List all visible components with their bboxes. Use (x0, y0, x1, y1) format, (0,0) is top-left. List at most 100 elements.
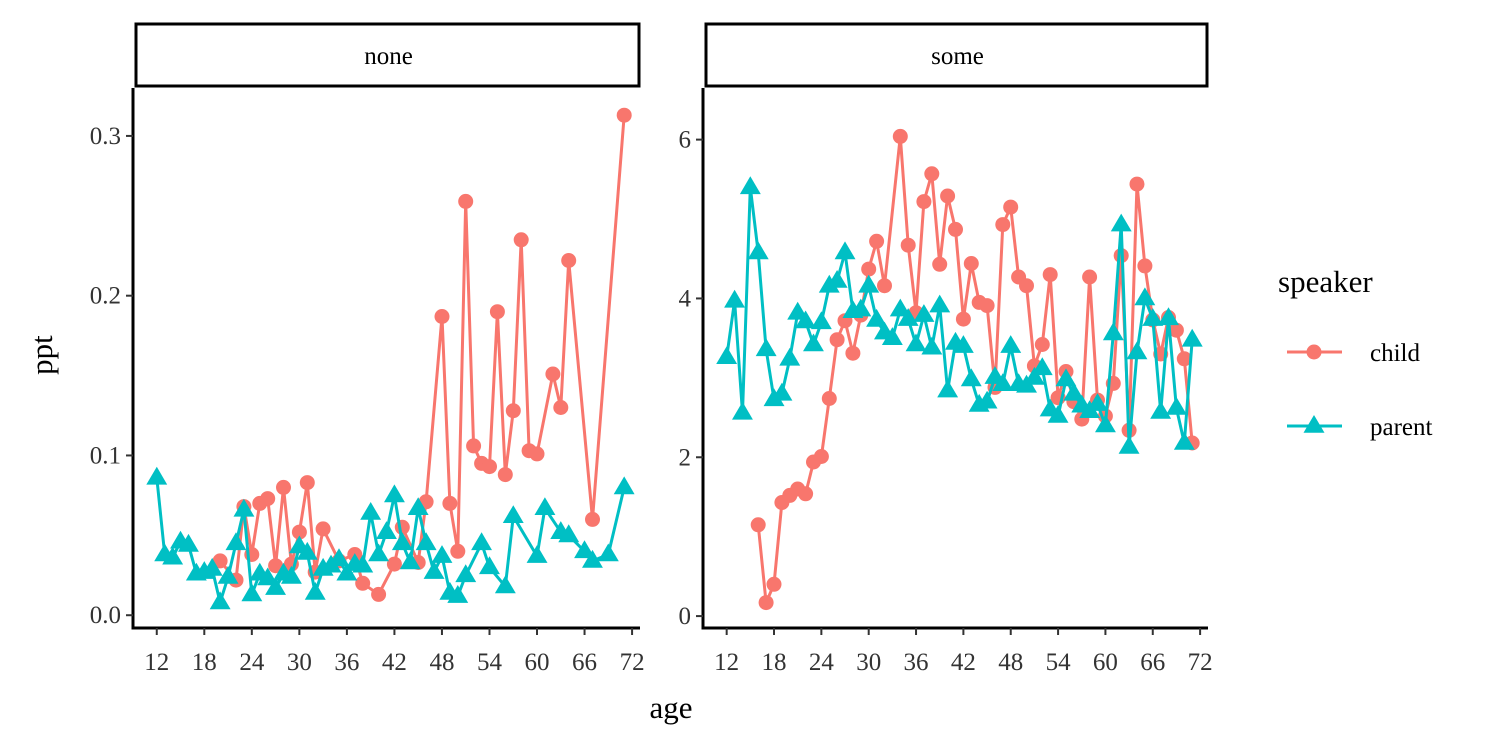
x-tick-label: 54 (1046, 649, 1072, 676)
parent-point (146, 466, 168, 485)
x-tick-label: 30 (287, 649, 312, 676)
facet-strip (704, 22, 1209, 88)
parent-point (558, 524, 580, 543)
x-tick-label: 42 (382, 649, 407, 676)
parent-point (1134, 287, 1156, 306)
parent-point (747, 241, 769, 260)
parent-point (296, 541, 318, 560)
child-point (497, 467, 513, 483)
child-point (561, 253, 577, 268)
parent-point (921, 336, 943, 355)
y-tick-label: 4 (679, 285, 692, 312)
parent-point (810, 311, 832, 330)
parent-point (304, 581, 326, 600)
parent-point (1063, 382, 1085, 401)
child-point (1137, 258, 1153, 274)
child-point (845, 345, 861, 361)
child-point (489, 304, 505, 320)
child-point (442, 495, 458, 511)
facet-strip (134, 22, 641, 88)
parent-point (399, 551, 421, 570)
child-point (1082, 269, 1098, 285)
parent-point (850, 298, 872, 317)
parent-point (209, 591, 231, 610)
parent-point (407, 497, 429, 515)
y-tick-label: 6 (679, 127, 692, 154)
child-point (940, 188, 956, 204)
parent-point (494, 575, 516, 594)
parent-point (771, 382, 793, 401)
parent-point (1095, 414, 1116, 433)
parent-point (755, 338, 777, 357)
parent-point (391, 532, 413, 551)
x-tick-label: 60 (1093, 649, 1118, 676)
y-tick-label: 0.1 (90, 442, 121, 469)
parent-point (976, 390, 998, 409)
parent-point (889, 298, 911, 317)
child-point (821, 391, 837, 406)
parent-point (1000, 335, 1022, 353)
y-axis-title: ppt (24, 335, 59, 375)
y-tick-label: 0 (679, 603, 692, 630)
parent-point (803, 333, 824, 352)
facet-strip-label: some (931, 43, 984, 70)
child-point (1129, 176, 1145, 192)
parent-point (225, 532, 247, 551)
parent-point (1150, 401, 1172, 419)
facet-strip-label: none (364, 43, 413, 70)
child-point (315, 521, 331, 537)
x-tick-label: 30 (856, 649, 881, 676)
parent-point (368, 543, 389, 562)
child-point (1003, 199, 1019, 215)
parent-point (1181, 328, 1203, 347)
child-point (386, 556, 402, 572)
parent-point (455, 564, 477, 583)
parent-point (431, 545, 453, 563)
child-point (355, 575, 371, 591)
child-point (963, 256, 979, 271)
child-point (1019, 278, 1034, 294)
parent-point (779, 347, 801, 366)
parent-point (582, 549, 603, 568)
facet-none: none 0.0 0.1 0.2 0.3 12 18 24 30 36 42 48 54 60 66 72 (90, 22, 645, 676)
child-point (813, 449, 829, 464)
child-point (482, 459, 497, 475)
child-point (553, 400, 569, 415)
parent-point (423, 561, 445, 579)
child-point (545, 366, 561, 382)
child-point (900, 237, 916, 253)
child-point (299, 475, 315, 491)
x-tick-label: 36 (904, 649, 929, 676)
x-tick-label: 24 (809, 649, 835, 676)
parent-point (724, 289, 745, 308)
child-point (932, 256, 948, 272)
x-tick-label: 54 (477, 649, 503, 676)
parent-point (795, 310, 816, 329)
legend: speaker child parent (1278, 264, 1433, 441)
child-point (750, 517, 766, 533)
child-point (505, 403, 521, 419)
x-tick-label: 60 (525, 649, 550, 676)
parent-point (897, 308, 919, 326)
parent-point (352, 554, 374, 573)
child-point (758, 595, 774, 611)
x-tick-label: 42 (951, 649, 976, 676)
parent-point (1055, 368, 1077, 387)
parent-point (1126, 341, 1148, 360)
y-tick-label: 0.2 (90, 283, 121, 310)
parent-point (471, 532, 492, 551)
parent-point (1166, 397, 1187, 415)
parent-point (834, 241, 856, 260)
y-tick-label: 2 (679, 444, 692, 471)
child-point (892, 128, 908, 144)
parent-point (960, 368, 982, 387)
series-parent (716, 176, 1203, 454)
child-point (877, 278, 892, 294)
x-tick-label: 48 (429, 649, 454, 676)
parent-point (881, 327, 903, 345)
child-point (1042, 267, 1058, 283)
parent-point (233, 498, 255, 517)
parent-point (992, 373, 1014, 391)
parent-point (217, 565, 239, 584)
